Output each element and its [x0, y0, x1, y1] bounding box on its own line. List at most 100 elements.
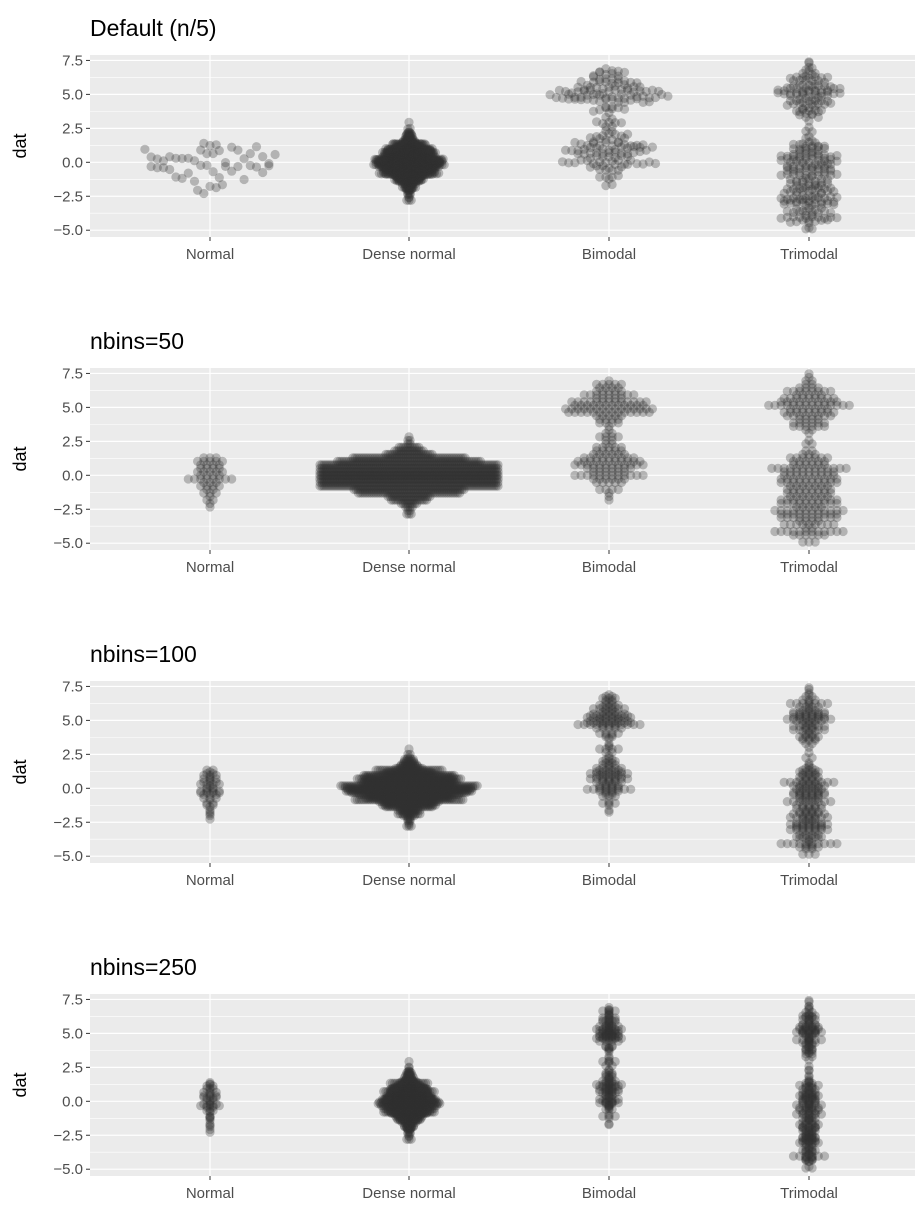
data-point: [419, 151, 429, 161]
data-point: [816, 393, 827, 403]
points-layer: [196, 995, 830, 1173]
data-point: [436, 790, 446, 800]
data-point: [792, 197, 802, 207]
data-point: [400, 1112, 410, 1122]
data-point: [607, 414, 617, 424]
data-point: [469, 456, 479, 466]
data-point: [595, 484, 605, 495]
data-point: [415, 160, 425, 170]
data-point: [801, 505, 811, 516]
data-point: [351, 781, 361, 791]
data-point: [412, 795, 422, 805]
data-point: [582, 407, 592, 417]
data-point: [374, 162, 384, 172]
data-point: [387, 153, 398, 163]
data-point: [406, 784, 416, 794]
data-point: [208, 470, 218, 480]
data-point: [370, 793, 380, 803]
data-point: [409, 176, 420, 186]
data-point: [491, 481, 501, 491]
data-point: [454, 470, 464, 480]
data-point: [835, 463, 845, 473]
data-point: [439, 776, 449, 786]
data-point: [595, 786, 605, 796]
data-point: [816, 91, 827, 101]
data-point: [400, 1111, 410, 1121]
data-point: [795, 732, 805, 742]
data-point: [407, 777, 417, 787]
data-point: [810, 105, 820, 115]
data-point: [782, 509, 792, 519]
data-point: [395, 477, 405, 488]
data-point: [397, 151, 407, 161]
data-point: [592, 477, 602, 488]
data-point: [205, 777, 215, 787]
x-tick-label: Trimodal: [780, 559, 838, 576]
data-point: [369, 784, 379, 794]
data-point: [407, 474, 417, 484]
data-point: [801, 526, 811, 537]
data-point: [419, 767, 429, 777]
data-point: [205, 477, 215, 488]
data-point: [393, 1111, 403, 1121]
data-point: [429, 481, 439, 491]
data-point: [813, 141, 823, 151]
data-point: [813, 791, 823, 801]
data-point: [394, 446, 404, 456]
data-point: [598, 477, 608, 488]
data-point: [202, 798, 212, 808]
data-point: [434, 777, 444, 787]
data-point: [420, 793, 431, 803]
data-point: [438, 790, 448, 800]
data-point: [360, 772, 370, 782]
data-point: [785, 90, 796, 101]
data-point: [384, 765, 394, 775]
x-tick-label: Trimodal: [780, 246, 838, 263]
data-point: [407, 141, 417, 151]
data-point: [381, 777, 391, 787]
data-point: [426, 147, 436, 157]
data-point: [402, 821, 412, 831]
data-point: [370, 779, 380, 789]
data-point: [199, 188, 209, 199]
data-point: [386, 488, 396, 498]
data-point: [420, 165, 431, 175]
data-point: [396, 786, 406, 796]
data-point: [394, 456, 404, 466]
data-point: [419, 150, 429, 160]
data-point: [595, 704, 605, 714]
data-point: [386, 776, 396, 786]
data-point: [434, 786, 444, 796]
data-point: [370, 456, 380, 466]
data-point: [798, 158, 808, 168]
data-point: [208, 788, 218, 798]
data-point: [447, 467, 457, 477]
data-point: [398, 156, 409, 166]
data-point: [801, 386, 811, 396]
data-point: [801, 842, 811, 852]
data-point: [359, 456, 369, 466]
data-point: [455, 467, 465, 477]
data-point: [404, 160, 414, 170]
data-point: [418, 166, 428, 176]
data-point: [440, 770, 450, 780]
data-point: [405, 1110, 415, 1120]
data-point: [422, 150, 432, 160]
data-point: [413, 791, 423, 801]
data-point: [415, 767, 425, 777]
data-point: [412, 158, 422, 168]
data-point: [462, 456, 472, 466]
data-point: [415, 463, 425, 473]
data-point: [592, 151, 602, 161]
data-point: [378, 147, 388, 158]
data-point: [638, 470, 648, 480]
data-point: [801, 739, 811, 749]
data-point: [404, 127, 414, 137]
data-point: [404, 1121, 414, 1131]
data-point: [346, 474, 356, 484]
data-point: [447, 790, 457, 800]
data-point: [383, 481, 393, 491]
data-point: [493, 474, 503, 484]
x-tick-label: Dense normal: [362, 1185, 455, 1202]
data-point: [813, 474, 823, 484]
